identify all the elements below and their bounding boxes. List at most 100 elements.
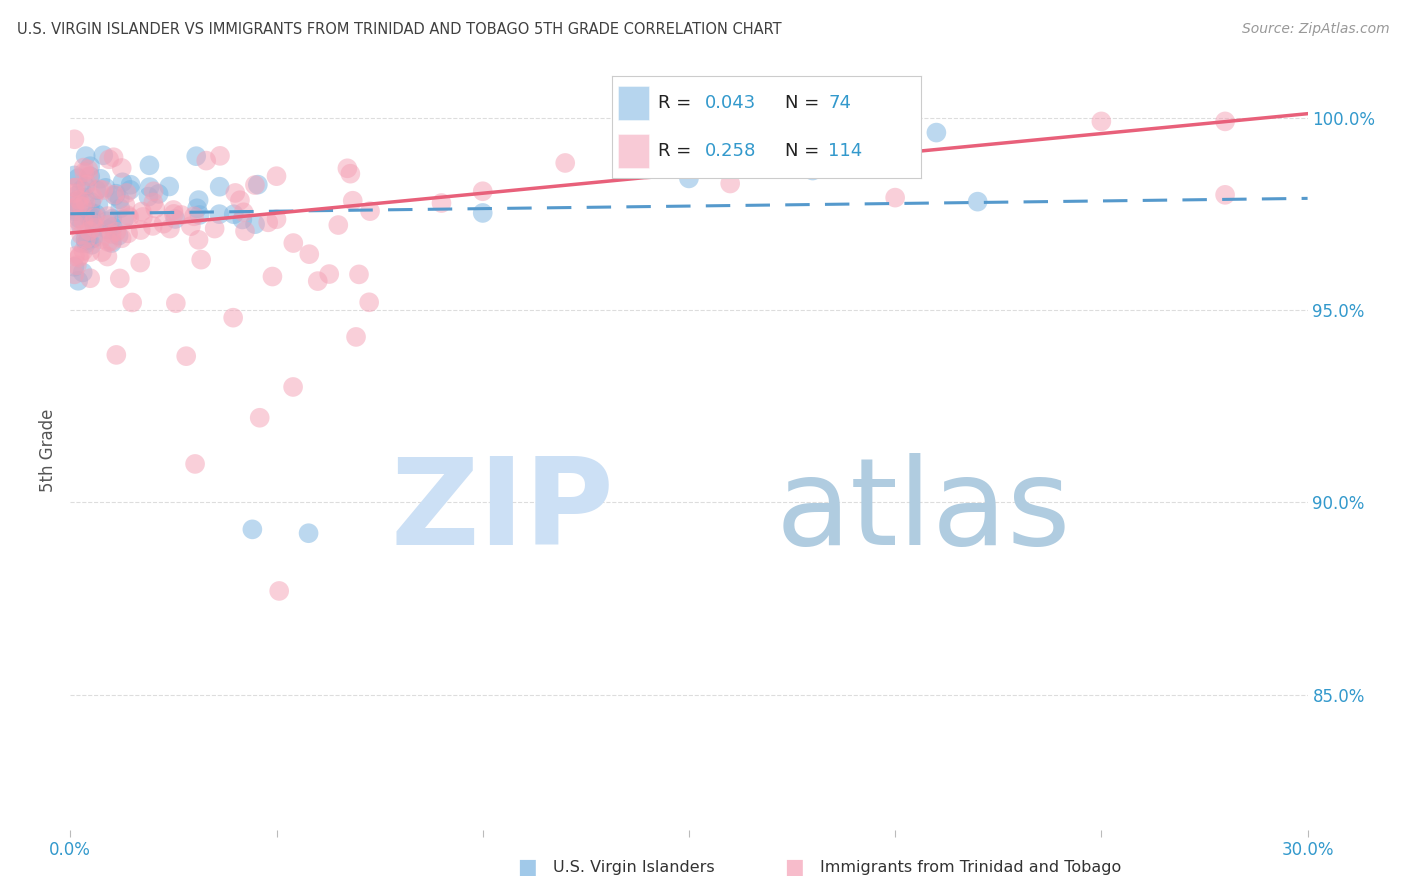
Point — [142, 219, 165, 233]
Point — [104, 188, 127, 202]
Point — [233, 224, 256, 238]
Text: 0.258: 0.258 — [704, 142, 756, 161]
Point — [100, 227, 122, 241]
Point — [281, 380, 304, 394]
Point — [75, 232, 97, 246]
Point — [159, 221, 181, 235]
Point — [75, 149, 97, 163]
Point — [208, 207, 231, 221]
Point — [131, 204, 153, 219]
Point — [79, 169, 101, 184]
Point — [138, 158, 160, 172]
Point — [129, 223, 152, 237]
Point — [884, 191, 907, 205]
Point — [1213, 187, 1236, 202]
Point — [84, 211, 107, 225]
Point — [231, 212, 253, 227]
Point — [66, 171, 89, 186]
Point — [165, 296, 187, 310]
Text: 0.043: 0.043 — [704, 94, 755, 112]
Point — [718, 177, 741, 191]
Point — [67, 193, 90, 207]
Point — [307, 274, 329, 288]
Point — [801, 163, 824, 178]
Point — [105, 348, 128, 362]
Point — [138, 180, 160, 194]
Point — [84, 220, 107, 235]
Point — [90, 245, 112, 260]
Point — [117, 227, 139, 241]
Point — [63, 260, 86, 274]
Point — [186, 149, 208, 163]
Y-axis label: 5th Grade: 5th Grade — [39, 409, 58, 492]
Point — [66, 213, 89, 227]
Text: 114: 114 — [828, 142, 862, 161]
Point — [347, 268, 370, 282]
Point — [142, 195, 165, 210]
Point — [359, 295, 381, 310]
Point — [108, 192, 131, 206]
Point — [339, 167, 361, 181]
Point — [208, 179, 231, 194]
Point — [67, 274, 90, 288]
Point — [1213, 114, 1236, 128]
Bar — [617, 87, 648, 120]
Point — [344, 330, 367, 344]
Point — [101, 235, 124, 250]
Point — [138, 189, 160, 203]
Point — [266, 169, 288, 183]
Point — [75, 194, 97, 209]
Point — [204, 221, 226, 235]
Point — [96, 214, 118, 228]
Point — [79, 211, 101, 226]
Text: U.S. Virgin Islanders: U.S. Virgin Islanders — [553, 860, 714, 874]
Text: ■: ■ — [517, 857, 537, 877]
Point — [269, 583, 291, 598]
Point — [72, 214, 94, 228]
Text: U.S. VIRGIN ISLANDER VS IMMIGRANTS FROM TRINIDAD AND TOBAGO 5TH GRADE CORRELATIO: U.S. VIRGIN ISLANDER VS IMMIGRANTS FROM … — [17, 22, 782, 37]
Point — [101, 211, 124, 226]
Point — [148, 186, 170, 201]
Point — [70, 227, 93, 242]
Point — [66, 188, 89, 202]
Text: R =: R = — [658, 94, 697, 112]
Point — [79, 159, 101, 173]
Point — [190, 252, 212, 267]
Point — [678, 171, 700, 186]
Point — [63, 194, 86, 209]
Point — [180, 219, 202, 234]
Point — [97, 218, 120, 232]
Point — [115, 186, 138, 200]
Point — [118, 211, 141, 225]
Point — [554, 156, 576, 170]
Point — [84, 207, 107, 221]
Text: N =: N = — [785, 142, 825, 161]
Point — [328, 218, 350, 232]
Text: 74: 74 — [828, 94, 851, 112]
Point — [298, 247, 321, 261]
Point — [117, 208, 139, 222]
Point — [243, 217, 266, 231]
Point — [98, 153, 121, 167]
Point — [170, 208, 193, 222]
Point — [82, 217, 104, 231]
Point — [73, 165, 96, 179]
Point — [91, 183, 114, 197]
Text: N =: N = — [785, 94, 825, 112]
Point — [69, 249, 91, 263]
Point — [297, 526, 319, 541]
Point — [97, 209, 120, 223]
Point — [76, 178, 98, 192]
Point — [63, 249, 86, 263]
Text: Immigrants from Trinidad and Tobago: Immigrants from Trinidad and Tobago — [820, 860, 1121, 874]
Point — [82, 230, 104, 244]
Point — [67, 198, 90, 212]
Point — [222, 207, 245, 221]
Point — [257, 215, 280, 229]
Point — [121, 295, 143, 310]
Point — [471, 184, 494, 198]
Point — [73, 191, 96, 205]
Point — [101, 219, 124, 234]
Point — [222, 310, 245, 325]
Point — [188, 208, 211, 222]
